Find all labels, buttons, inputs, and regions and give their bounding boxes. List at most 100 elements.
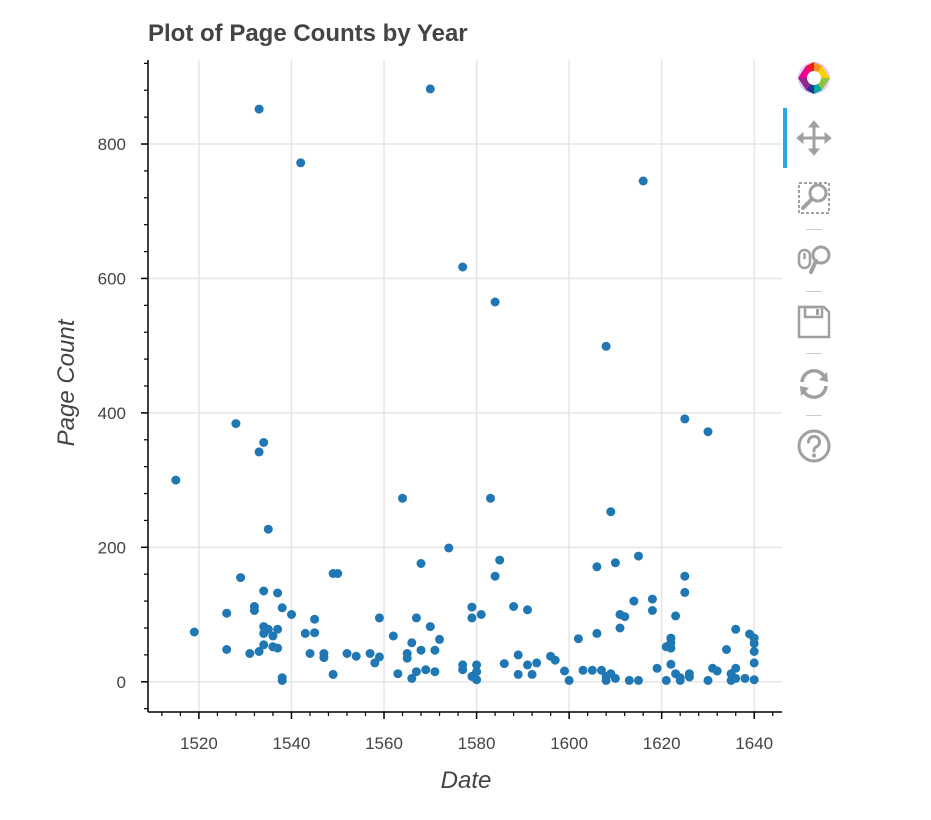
data-point <box>592 628 602 638</box>
data-point <box>333 569 343 578</box>
data-point <box>564 675 574 685</box>
save-tool-button[interactable] <box>791 299 837 345</box>
data-point <box>597 665 606 675</box>
data-point <box>305 649 315 658</box>
data-point <box>402 653 412 663</box>
x-tick-label: 1600 <box>550 734 588 753</box>
data-point <box>458 262 468 272</box>
active-tool-indicator <box>783 108 787 168</box>
data-point <box>647 606 657 615</box>
data-point <box>666 643 676 653</box>
data-point <box>573 634 583 644</box>
data-point <box>638 176 648 186</box>
help-tool-button[interactable] <box>791 423 837 469</box>
data-point <box>374 652 384 662</box>
chart-title: Plot of Page Counts by Year <box>148 20 468 47</box>
data-point <box>671 611 681 621</box>
box-zoom-tool-button[interactable] <box>791 175 837 221</box>
data-point <box>523 605 532 615</box>
pan-tool-button[interactable] <box>791 115 837 161</box>
data-point <box>680 571 690 581</box>
data-point <box>740 673 750 683</box>
data-point <box>277 603 287 613</box>
data-point <box>486 493 495 503</box>
data-point <box>430 645 440 655</box>
data-point <box>749 658 759 668</box>
data-point <box>435 634 444 644</box>
reset-tool-button[interactable] <box>791 361 837 407</box>
data-point <box>287 610 296 619</box>
data-point <box>610 673 620 683</box>
data-point <box>467 613 477 623</box>
data-point <box>268 631 278 641</box>
data-point <box>393 669 403 679</box>
data-point <box>601 341 611 351</box>
data-point <box>421 665 431 675</box>
y-tick-label: 800 <box>98 135 126 154</box>
data-point <box>263 524 273 534</box>
data-point <box>171 475 181 485</box>
toolbar-separator <box>806 291 822 292</box>
data-point <box>675 675 685 685</box>
x-tick-label: 1540 <box>273 734 311 753</box>
data-point <box>684 672 694 682</box>
data-point <box>731 624 741 634</box>
data-point <box>263 624 273 634</box>
data-point <box>411 667 421 677</box>
toolbar-separator <box>806 229 822 230</box>
data-point <box>523 660 532 670</box>
data-point <box>592 562 602 572</box>
toolbar-separator <box>806 415 822 416</box>
data-point <box>731 663 741 673</box>
data-point <box>749 647 759 656</box>
data-point <box>490 297 500 307</box>
data-point <box>300 628 310 638</box>
data-point <box>634 675 643 685</box>
data-point <box>666 659 676 669</box>
y-tick-label: 400 <box>98 404 126 423</box>
data-point <box>222 645 232 654</box>
wheel-zoom-tool-button[interactable] <box>791 237 837 283</box>
help-tool-icon <box>797 429 831 463</box>
data-point <box>365 649 375 658</box>
data-point <box>254 104 264 114</box>
data-point <box>560 666 569 676</box>
data-point <box>550 655 560 665</box>
save-tool-icon <box>797 305 831 339</box>
x-tick-label: 1640 <box>735 734 773 753</box>
box-zoom-tool-icon <box>798 182 830 214</box>
y-tick-label: 200 <box>98 538 126 557</box>
data-point <box>273 643 283 653</box>
data-point <box>578 665 588 675</box>
data-point <box>273 624 283 634</box>
data-point <box>430 667 440 677</box>
data-point <box>245 649 255 658</box>
data-point <box>467 602 477 612</box>
data-point <box>606 507 616 517</box>
data-point <box>722 645 731 654</box>
data-point <box>749 638 759 648</box>
data-point <box>652 663 662 673</box>
data-point <box>259 640 269 650</box>
data-point <box>532 658 542 668</box>
data-point <box>509 602 519 611</box>
data-point <box>407 673 417 683</box>
data-point <box>231 419 241 429</box>
data-point <box>416 559 426 568</box>
data-point <box>444 543 454 553</box>
data-point <box>712 666 722 676</box>
data-point <box>495 555 505 565</box>
data-point <box>472 675 482 685</box>
reset-tool-icon <box>800 369 828 399</box>
data-point <box>249 606 259 615</box>
data-point <box>425 622 435 632</box>
data-point <box>458 665 468 675</box>
data-point <box>499 659 509 669</box>
y-tick-label: 0 <box>117 673 126 692</box>
data-point <box>189 627 199 637</box>
data-point <box>310 614 320 624</box>
data-point <box>731 673 741 683</box>
x-tick-label: 1520 <box>180 734 218 753</box>
data-point <box>703 427 713 437</box>
data-point <box>527 669 537 679</box>
